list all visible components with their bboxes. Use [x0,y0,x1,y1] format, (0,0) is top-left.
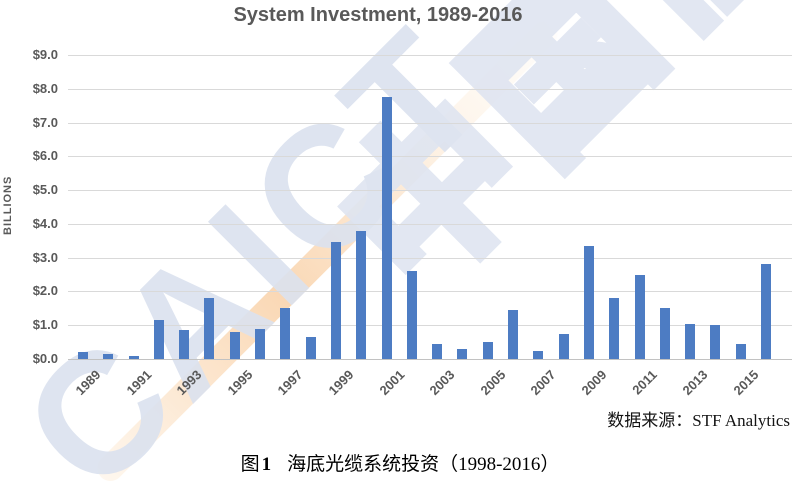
bar-1998 [305,337,316,359]
bar-2006 [508,310,519,359]
x-tick-label: 2011 [629,367,661,398]
x-tick-label: 2013 [679,367,711,399]
figure-caption-label: 图 [240,454,260,475]
bar-2010 [609,298,620,359]
x-tick-label: 1997 [274,367,306,399]
y-tick-label: $9.0 [32,47,58,62]
y-tick-label: $7.0 [32,114,58,130]
bar-1997 [280,308,291,359]
gridline [68,257,792,259]
bar-1993 [179,330,190,359]
y-tick-label: $2.0 [32,283,58,299]
bar-1994 [204,298,215,359]
bar-2011 [634,274,645,359]
y-tick-label: $5.0 [32,182,58,198]
bar-2004 [457,348,468,359]
bar-2002 [406,271,417,359]
bar-2016 [761,264,771,359]
data-source-note: 数据来源：STF Analytics [607,411,790,430]
figure-caption: 图 1 海底光缆系统投资（1998-2016） [0,449,800,476]
chart-title: System Investment, 1989-2016 [233,4,523,26]
bar-chart: System Investment, 1989-2016 BILLIONS $0… [2,4,792,399]
bar-2001 [381,97,392,359]
bar-1999 [330,242,341,359]
y-tick-label: $0.0 [32,351,58,366]
bar-2014 [710,325,721,359]
bar-1989 [78,352,88,359]
x-tick-label: 1995 [224,367,256,399]
y-tick-label: $3.0 [32,249,58,265]
x-tick-label: 2001 [376,367,408,399]
x-tick-label: 2003 [426,367,458,399]
x-tick-label: 1999 [325,367,357,399]
x-tick-label: 2015 [730,367,762,399]
x-tick-label: 2005 [477,367,509,399]
gridline [68,55,792,56]
bar-1990 [103,353,114,359]
bar-1995 [229,331,240,359]
gridline [68,291,792,293]
gridline [68,88,792,90]
bar-2000 [356,230,367,359]
gridline [68,223,792,225]
bar-1992 [153,320,164,359]
plot-area [68,55,792,360]
figure-caption-text: 海底光缆系统投资（1998-2016） [287,454,560,475]
x-tick-label: 2007 [527,367,559,399]
x-tick-label: 1989 [72,367,104,399]
x-tick-label: 1993 [173,367,205,399]
gridline [68,190,792,192]
gridline [68,325,792,327]
gridline [68,122,792,124]
x-axis-line [68,359,792,360]
y-axis-title: BILLIONS [2,175,14,236]
y-tick-label: $6.0 [32,148,58,164]
bar-2009 [583,245,594,359]
x-tick-label: 2009 [578,367,610,399]
gridline [68,156,792,158]
bar-1991 [128,355,139,359]
bar-2015 [735,343,746,359]
x-tick-label: 1991 [123,367,155,399]
y-tick-label: $1.0 [32,317,58,333]
bar-1996 [255,328,266,359]
figure-caption-number: 1 [261,454,272,475]
bar-2013 [685,323,696,359]
bar-2008 [558,333,569,359]
y-tick-label: $4.0 [32,215,58,231]
y-tick-label: $8.0 [32,80,58,96]
bar-2007 [533,350,544,359]
bar-2005 [482,342,493,359]
bar-2003 [432,343,443,359]
bar-2012 [659,308,670,359]
